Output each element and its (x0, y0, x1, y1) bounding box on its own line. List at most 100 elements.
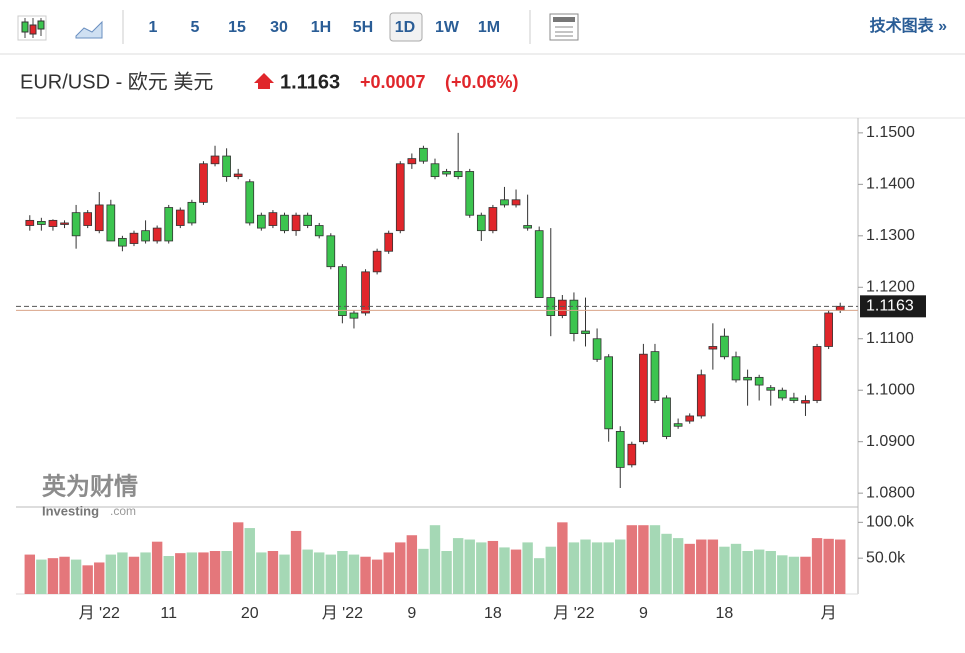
icon-part (29, 24, 37, 35)
candle-icon[interactable] (17, 15, 47, 41)
volume-bar (267, 551, 279, 594)
volume-bar (256, 552, 267, 594)
interval-button[interactable]: 1W (435, 19, 460, 36)
volume-bar (533, 558, 545, 594)
volume-bar (209, 551, 221, 594)
volume-bar (429, 525, 441, 594)
technical-chart-link[interactable]: 技术图表 » (870, 16, 947, 35)
interval-button[interactable]: 15 (228, 19, 246, 36)
volume-bar (452, 538, 464, 594)
volume-bar (290, 530, 302, 594)
y-tick-label: 1.1200 (866, 278, 915, 295)
candle-body (338, 266, 347, 316)
volume-bar (105, 554, 117, 594)
volume-bar (719, 546, 730, 594)
candle-body (210, 155, 220, 165)
watermark: 英为财情 Investing .com (42, 473, 138, 518)
candle-body (558, 299, 567, 316)
volume-bar (441, 551, 452, 594)
volume-bar (765, 551, 776, 594)
x-tick-label: 9 (639, 605, 648, 622)
y-tick-label: 1.1400 (866, 176, 915, 193)
interval-button[interactable]: 1 (149, 19, 158, 36)
volume-bar (348, 554, 360, 594)
volume-bar (24, 554, 35, 594)
candle-body (37, 220, 46, 225)
interval-button[interactable]: 1H (311, 19, 331, 36)
x-tick-label: 9 (407, 605, 416, 622)
candle-body (291, 214, 301, 232)
candle-body (199, 163, 208, 203)
candle-body (60, 222, 69, 225)
volume-bar (279, 554, 290, 594)
interval-button[interactable]: 1M (478, 19, 500, 36)
candle-body (500, 199, 509, 206)
volume-bar (626, 525, 638, 594)
x-tick-label: 月 '22 (322, 605, 363, 622)
volume-bar (672, 538, 684, 594)
watermark-site: Investing (42, 503, 99, 518)
volume-bar (661, 533, 672, 594)
candle-body (384, 232, 394, 252)
interval-button[interactable]: 5 (191, 19, 200, 36)
interval-button[interactable]: 30 (270, 19, 288, 36)
volume-bar (82, 565, 93, 594)
volume-bar (545, 546, 556, 594)
candle-body (94, 204, 104, 232)
price: 1.1163 (280, 71, 340, 93)
volume-bar (777, 555, 788, 594)
change-percent: (+0.06%) (445, 72, 519, 92)
volume-bar (823, 538, 834, 594)
icon-part (37, 20, 45, 30)
candle-body (407, 158, 417, 165)
area-icon[interactable] (75, 20, 103, 39)
volume-bar (406, 535, 418, 594)
candle-body (129, 232, 139, 244)
candle-body (314, 225, 324, 237)
candle-body (25, 219, 35, 226)
volume-bar (198, 552, 209, 594)
volume-bar (591, 542, 603, 594)
volume-bar (568, 542, 580, 594)
volume-bar (70, 559, 82, 594)
candle-body (141, 230, 150, 242)
candle-body (650, 351, 660, 401)
icon-frame (17, 15, 47, 41)
interval-button[interactable]: 1D (395, 19, 415, 36)
volume-bar (684, 543, 695, 594)
candle-body (395, 163, 405, 232)
icon-part (21, 21, 29, 33)
volume-bar (395, 542, 406, 594)
y-tick-label: 1.1100 (866, 330, 914, 347)
candle-body (523, 225, 532, 229)
candle-body (592, 338, 602, 360)
settings-icon[interactable] (549, 13, 579, 41)
volume-bar (151, 541, 163, 594)
candle-body (731, 356, 741, 381)
volume-bar (221, 551, 232, 594)
candle-body (349, 312, 359, 319)
volume-bar (730, 543, 742, 594)
volume-bar (638, 525, 649, 594)
candle-body (106, 204, 116, 242)
icon-part (553, 17, 575, 22)
candle-body (430, 163, 440, 178)
candle-body (708, 346, 718, 350)
candle-body (118, 237, 127, 247)
volume-bar (487, 540, 499, 594)
candle-body (777, 389, 787, 399)
candle-body (48, 219, 58, 227)
interval-button[interactable]: 5H (353, 19, 373, 36)
volume-bar (522, 542, 533, 594)
candle-body (766, 387, 776, 391)
volume-bar (696, 539, 707, 594)
y-tick-label: 1.0800 (866, 484, 915, 501)
y-tick-label: 1.1500 (866, 124, 915, 141)
candle-body (245, 181, 255, 224)
candle-body (673, 423, 683, 427)
volume-bar (615, 539, 626, 594)
volume-bar (418, 548, 429, 594)
last-price-tag (860, 295, 926, 318)
candle-body (465, 171, 475, 216)
